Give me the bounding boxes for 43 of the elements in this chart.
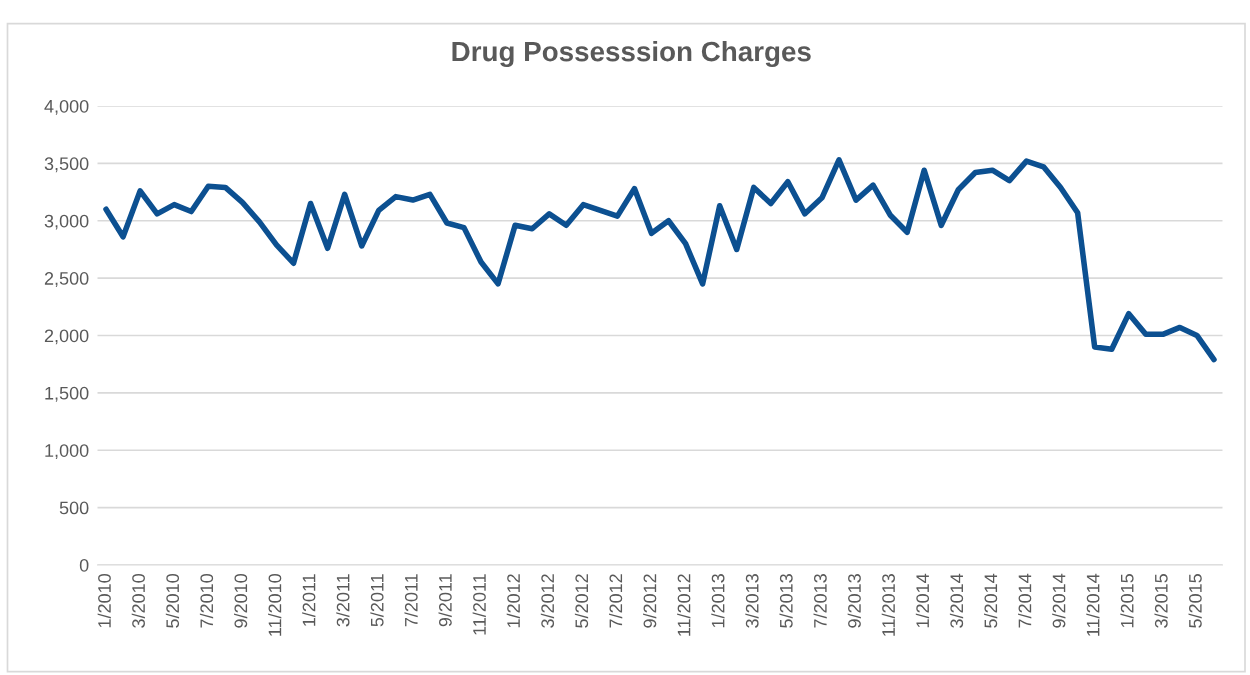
x-tick-label: 9/2012 — [643, 574, 657, 628]
x-tick-label: 1/2013 — [711, 574, 725, 628]
x-tick-label: 11/2011 — [472, 574, 486, 635]
x-tick-label: 1/2011 — [302, 574, 316, 626]
x-tick-label: 5/2010 — [165, 574, 180, 628]
x-tick-label: 9/2010 — [233, 574, 248, 628]
x-tick-label: 7/2014 — [1018, 573, 1032, 628]
y-tick-label: 3,500 — [44, 157, 89, 173]
x-tick-label: 11/2010 — [268, 574, 282, 636]
x-tick-label: 9/2014 — [1052, 573, 1066, 628]
x-tick-label: 9/2013 — [847, 574, 861, 628]
x-tick-label: 5/2015 — [1188, 574, 1202, 628]
x-tick-label: 9/2011 — [438, 574, 452, 627]
y-tick-label: 2,000 — [44, 329, 89, 345]
x-tick-label: 1/2012 — [506, 574, 520, 628]
x-tick-label: 7/2011 — [404, 574, 418, 627]
x-tick-label: 1/2015 — [1120, 574, 1134, 628]
x-tick-label: 1/2010 — [97, 574, 111, 628]
x-tick-label: 3/2010 — [131, 574, 145, 628]
x-tick-label: 5/2013 — [779, 574, 793, 628]
y-tick-label: 1,500 — [45, 386, 89, 402]
x-tick-label: 1/2014 — [915, 573, 930, 628]
y-tick-label: 500 — [59, 501, 89, 515]
x-tick-label: 3/2012 — [540, 574, 555, 628]
x-tick-label: 3/2015 — [1154, 574, 1168, 628]
y-tick-label: 1,000 — [45, 444, 89, 460]
chart-title: Drug Possesssion Charges — [452, 40, 811, 68]
x-tick-label: 3/2013 — [745, 574, 759, 628]
x-tick-label: 7/2010 — [199, 574, 214, 628]
x-tick-label: 5/2011 — [370, 574, 384, 627]
y-tick-label: 0 — [79, 558, 89, 572]
y-tick-label: 2,500 — [44, 272, 89, 287]
y-tick-label: 4,000 — [44, 99, 89, 115]
x-tick-label: 11/2014 — [1086, 573, 1100, 636]
x-tick-label: 3/2011 — [336, 574, 350, 627]
y-tick-label: 3,000 — [44, 214, 89, 230]
x-tick-label: 7/2013 — [813, 574, 827, 628]
x-tick-label: 11/2013 — [881, 574, 895, 636]
x-tick-label: 5/2014 — [983, 573, 998, 628]
x-tick-label: 11/2012 — [677, 574, 691, 636]
x-tick-label: 7/2012 — [608, 574, 623, 628]
x-tick-label: 5/2012 — [574, 574, 589, 628]
x-tick-label: 3/2014 — [949, 573, 964, 628]
